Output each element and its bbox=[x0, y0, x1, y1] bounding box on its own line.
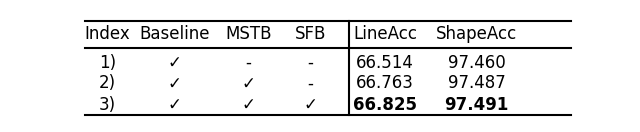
Text: 1): 1) bbox=[99, 54, 116, 72]
Text: SFB: SFB bbox=[295, 25, 326, 43]
Text: ✓: ✓ bbox=[167, 74, 181, 92]
Text: ShapeAcc: ShapeAcc bbox=[436, 25, 517, 43]
Text: 3): 3) bbox=[99, 96, 116, 114]
Text: 97.491: 97.491 bbox=[445, 96, 509, 114]
Text: ✓: ✓ bbox=[167, 96, 181, 114]
Text: 97.460: 97.460 bbox=[448, 54, 506, 72]
Text: 2): 2) bbox=[99, 74, 116, 92]
Text: 66.825: 66.825 bbox=[353, 96, 417, 114]
Text: ✓: ✓ bbox=[167, 54, 181, 72]
Text: MSTB: MSTB bbox=[225, 25, 272, 43]
Text: -: - bbox=[246, 54, 252, 72]
Text: -: - bbox=[308, 74, 314, 92]
Text: 97.487: 97.487 bbox=[448, 74, 506, 92]
Text: Index: Index bbox=[84, 25, 130, 43]
Text: -: - bbox=[308, 54, 314, 72]
Text: LineAcc: LineAcc bbox=[353, 25, 417, 43]
Text: Baseline: Baseline bbox=[139, 25, 209, 43]
Text: ✓: ✓ bbox=[242, 96, 255, 114]
Text: ✓: ✓ bbox=[304, 96, 317, 114]
Text: 66.763: 66.763 bbox=[356, 74, 414, 92]
Text: 66.514: 66.514 bbox=[356, 54, 414, 72]
Text: ✓: ✓ bbox=[242, 74, 255, 92]
